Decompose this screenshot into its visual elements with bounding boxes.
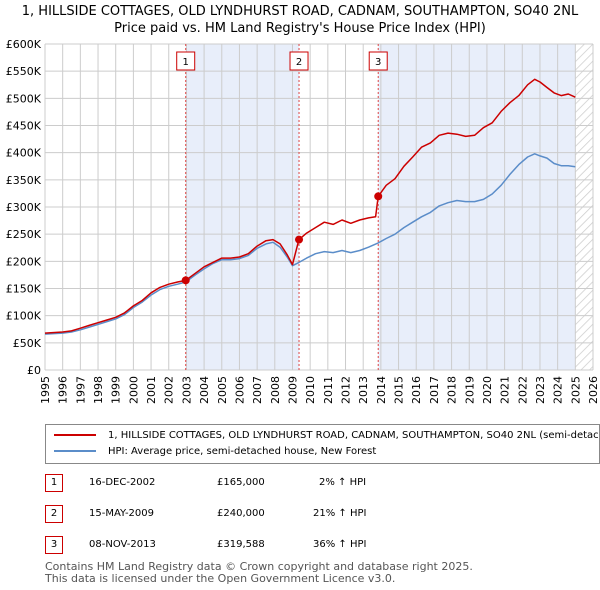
x-tick-label: 2021 — [499, 376, 512, 404]
sale-hpi-change: 2% ↑ HPI — [319, 477, 367, 488]
legend-swatch-property — [54, 434, 96, 436]
x-tick-label: 2016 — [410, 376, 423, 404]
x-tick-label: 2023 — [534, 376, 547, 404]
y-tick-label: £450K — [6, 120, 42, 133]
sale-marker-box: 1 — [45, 474, 63, 492]
price-chart: 1 2 3 £0 £50K £100K £150K £200K £250K £300K £350K… — [6, 38, 600, 404]
legend-swatch-hpi — [54, 450, 96, 452]
x-tick-label: 2018 — [446, 376, 459, 404]
y-tick-label: £500K — [6, 92, 42, 105]
x-tick-label: 2009 — [286, 376, 299, 404]
sale-price: £240,000 — [217, 508, 265, 519]
y-tick-label: £150K — [6, 283, 42, 296]
x-tick-label: 2000 — [127, 376, 140, 404]
x-tick-label: 2008 — [269, 376, 282, 404]
sale-marker-label: 3 — [375, 57, 381, 68]
x-tick-label: 2012 — [340, 376, 353, 404]
x-tick-label: 2010 — [304, 376, 317, 404]
sale-marker-box: 3 — [45, 536, 63, 554]
chart-subtitle: Price paid vs. HM Land Registry's House … — [114, 21, 486, 36]
sale-marker-label: 2 — [296, 57, 302, 68]
sale-marker-label: 1 — [183, 57, 189, 68]
y-tick-label: £300K — [6, 201, 42, 214]
x-tick-label: 2022 — [516, 376, 529, 404]
x-tick-label: 2020 — [481, 376, 494, 404]
x-tick-label: 1998 — [92, 376, 105, 404]
legend-label-property: 1, HILLSIDE COTTAGES, OLD LYNDHURST ROAD… — [108, 430, 599, 441]
footer-copyright: Contains HM Land Registry data © Crown c… — [45, 560, 473, 573]
x-tick-label: 2004 — [198, 376, 211, 404]
x-tick-label: 2005 — [216, 376, 229, 404]
sale-point — [295, 235, 304, 244]
sale-hpi-change: 21% ↑ HPI — [313, 508, 367, 519]
sale-date: 16-DEC-2002 — [89, 477, 156, 488]
series-line — [44, 153, 576, 335]
x-tick-label: 2007 — [251, 376, 264, 404]
x-tick-label: 2006 — [233, 376, 246, 404]
x-tick-label: 1997 — [74, 376, 87, 404]
x-tick-label: 2002 — [163, 376, 176, 404]
sale-point — [181, 276, 190, 285]
sale-marker-box — [176, 51, 196, 71]
y-tick-label: £250K — [6, 228, 42, 241]
x-tick-label: 2014 — [375, 376, 388, 404]
x-tick-label: 1996 — [57, 376, 70, 404]
y-tick-label: £50K — [13, 337, 42, 350]
sale-date: 08-NOV-2013 — [89, 539, 156, 550]
series-line — [44, 78, 576, 334]
sale-marker-box — [289, 51, 309, 71]
x-tick-label: 2026 — [587, 376, 600, 404]
legend-item-property: 1, HILLSIDE COTTAGES, OLD LYNDHURST ROAD… — [54, 430, 599, 446]
x-tick-label: 2024 — [552, 376, 565, 404]
y-tick-label: £350K — [6, 174, 42, 187]
x-tick-label: 2003 — [180, 376, 193, 404]
x-tick-label: 2019 — [463, 376, 476, 404]
x-tick-label: 2017 — [428, 376, 441, 404]
legend-item-hpi: HPI: Average price, semi-detached house,… — [54, 446, 376, 462]
sale-marker-box: 2 — [45, 505, 63, 523]
sale-marker-box — [368, 51, 388, 71]
y-tick-label: £550K — [6, 65, 42, 78]
x-tick-label: 2011 — [322, 376, 335, 404]
sale-price: £319,588 — [217, 539, 265, 550]
y-tick-label: £200K — [6, 255, 42, 268]
sale-price: £165,000 — [217, 477, 265, 488]
y-tick-label: £100K — [6, 310, 42, 323]
y-tick-label: £600K — [6, 38, 42, 51]
sale-point — [374, 192, 383, 201]
x-tick-label: 2013 — [357, 376, 370, 404]
y-tick-label: £0 — [27, 364, 41, 377]
y-tick-label: £400K — [6, 147, 42, 160]
footer-license: This data is licensed under the Open Gov… — [45, 572, 396, 585]
chart-legend: 1, HILLSIDE COTTAGES, OLD LYNDHURST ROAD… — [45, 424, 600, 464]
sale-hpi-change: 36% ↑ HPI — [313, 539, 367, 550]
x-tick-label: 1999 — [110, 376, 123, 404]
x-tick-label: 2025 — [569, 376, 582, 404]
x-tick-label: 1995 — [39, 376, 52, 404]
x-tick-label: 2001 — [145, 376, 158, 404]
legend-label-hpi: HPI: Average price, semi-detached house,… — [108, 446, 377, 457]
chart-title: 1, HILLSIDE COTTAGES, OLD LYNDHURST ROAD… — [21, 4, 579, 19]
sale-date: 15-MAY-2009 — [89, 508, 155, 519]
x-tick-label: 2015 — [393, 376, 406, 404]
